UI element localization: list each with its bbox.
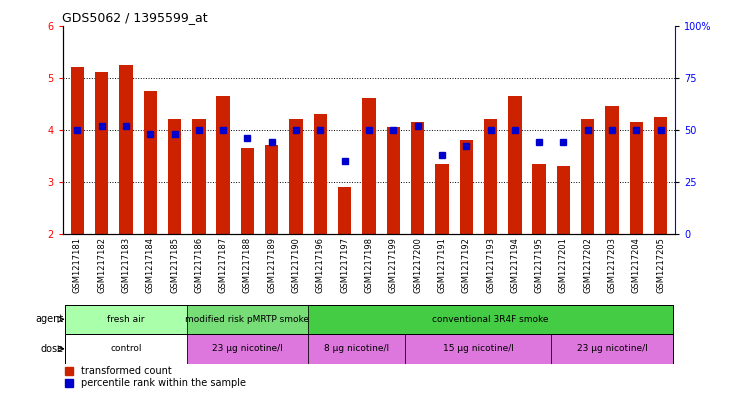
Text: GDS5062 / 1395599_at: GDS5062 / 1395599_at bbox=[62, 11, 207, 24]
Bar bbox=[168, 119, 182, 234]
Bar bbox=[435, 163, 449, 234]
Bar bbox=[289, 119, 303, 234]
Text: agent: agent bbox=[35, 314, 63, 324]
Text: GSM1217201: GSM1217201 bbox=[559, 237, 568, 293]
Text: GSM1217203: GSM1217203 bbox=[607, 237, 616, 293]
Text: dose: dose bbox=[40, 344, 63, 354]
Text: 23 μg nicotine/l: 23 μg nicotine/l bbox=[576, 344, 647, 353]
Bar bbox=[532, 163, 546, 234]
Text: GSM1217193: GSM1217193 bbox=[486, 237, 495, 293]
Bar bbox=[551, 334, 673, 364]
Text: GSM1217188: GSM1217188 bbox=[243, 237, 252, 294]
Bar bbox=[484, 119, 497, 234]
Bar bbox=[265, 145, 278, 234]
Bar bbox=[581, 119, 594, 234]
Bar bbox=[120, 64, 133, 234]
Bar bbox=[314, 114, 327, 234]
Text: GSM1217185: GSM1217185 bbox=[170, 237, 179, 293]
Bar bbox=[187, 334, 308, 364]
Text: GSM1217200: GSM1217200 bbox=[413, 237, 422, 293]
Bar bbox=[144, 91, 157, 234]
Text: GSM1217198: GSM1217198 bbox=[365, 237, 373, 293]
Text: modified risk pMRTP smoke: modified risk pMRTP smoke bbox=[185, 315, 309, 324]
Text: GSM1217187: GSM1217187 bbox=[218, 237, 227, 294]
Bar bbox=[556, 166, 570, 234]
Bar bbox=[405, 334, 551, 364]
Text: transformed count: transformed count bbox=[81, 366, 172, 376]
Text: 15 μg nicotine/l: 15 μg nicotine/l bbox=[443, 344, 514, 353]
Bar bbox=[187, 305, 308, 334]
Bar bbox=[216, 96, 230, 234]
Text: GSM1217195: GSM1217195 bbox=[534, 237, 544, 293]
Text: 8 μg nicotine/l: 8 μg nicotine/l bbox=[324, 344, 390, 353]
Bar bbox=[192, 119, 206, 234]
Text: 23 μg nicotine/l: 23 μg nicotine/l bbox=[212, 344, 283, 353]
Bar bbox=[362, 98, 376, 234]
Bar bbox=[308, 334, 405, 364]
Text: percentile rank within the sample: percentile rank within the sample bbox=[81, 378, 246, 388]
Bar bbox=[630, 122, 643, 234]
Bar bbox=[654, 117, 667, 234]
Text: fresh air: fresh air bbox=[107, 315, 145, 324]
Text: GSM1217196: GSM1217196 bbox=[316, 237, 325, 293]
Text: GSM1217199: GSM1217199 bbox=[389, 237, 398, 293]
Text: GSM1217182: GSM1217182 bbox=[97, 237, 106, 293]
Text: GSM1217194: GSM1217194 bbox=[511, 237, 520, 293]
Text: GSM1217192: GSM1217192 bbox=[462, 237, 471, 293]
Text: GSM1217181: GSM1217181 bbox=[73, 237, 82, 293]
Text: GSM1217202: GSM1217202 bbox=[583, 237, 593, 293]
Bar bbox=[65, 334, 187, 364]
Bar bbox=[605, 106, 618, 234]
Text: GSM1217184: GSM1217184 bbox=[145, 237, 155, 293]
Text: GSM1217197: GSM1217197 bbox=[340, 237, 349, 293]
Bar bbox=[308, 305, 673, 334]
Text: GSM1217186: GSM1217186 bbox=[194, 237, 204, 294]
Text: GSM1217204: GSM1217204 bbox=[632, 237, 641, 293]
Bar bbox=[460, 140, 473, 234]
Bar bbox=[241, 148, 254, 234]
Text: GSM1217191: GSM1217191 bbox=[438, 237, 446, 293]
Text: control: control bbox=[110, 344, 142, 353]
Text: GSM1217205: GSM1217205 bbox=[656, 237, 665, 293]
Bar bbox=[71, 67, 84, 234]
Bar bbox=[387, 127, 400, 234]
Bar bbox=[95, 72, 108, 234]
Bar bbox=[411, 122, 424, 234]
Text: GSM1217190: GSM1217190 bbox=[292, 237, 300, 293]
Text: conventional 3R4F smoke: conventional 3R4F smoke bbox=[432, 315, 549, 324]
Bar bbox=[65, 305, 187, 334]
Text: GSM1217189: GSM1217189 bbox=[267, 237, 276, 293]
Text: GSM1217183: GSM1217183 bbox=[122, 237, 131, 294]
Bar bbox=[338, 187, 351, 234]
Bar bbox=[508, 96, 522, 234]
